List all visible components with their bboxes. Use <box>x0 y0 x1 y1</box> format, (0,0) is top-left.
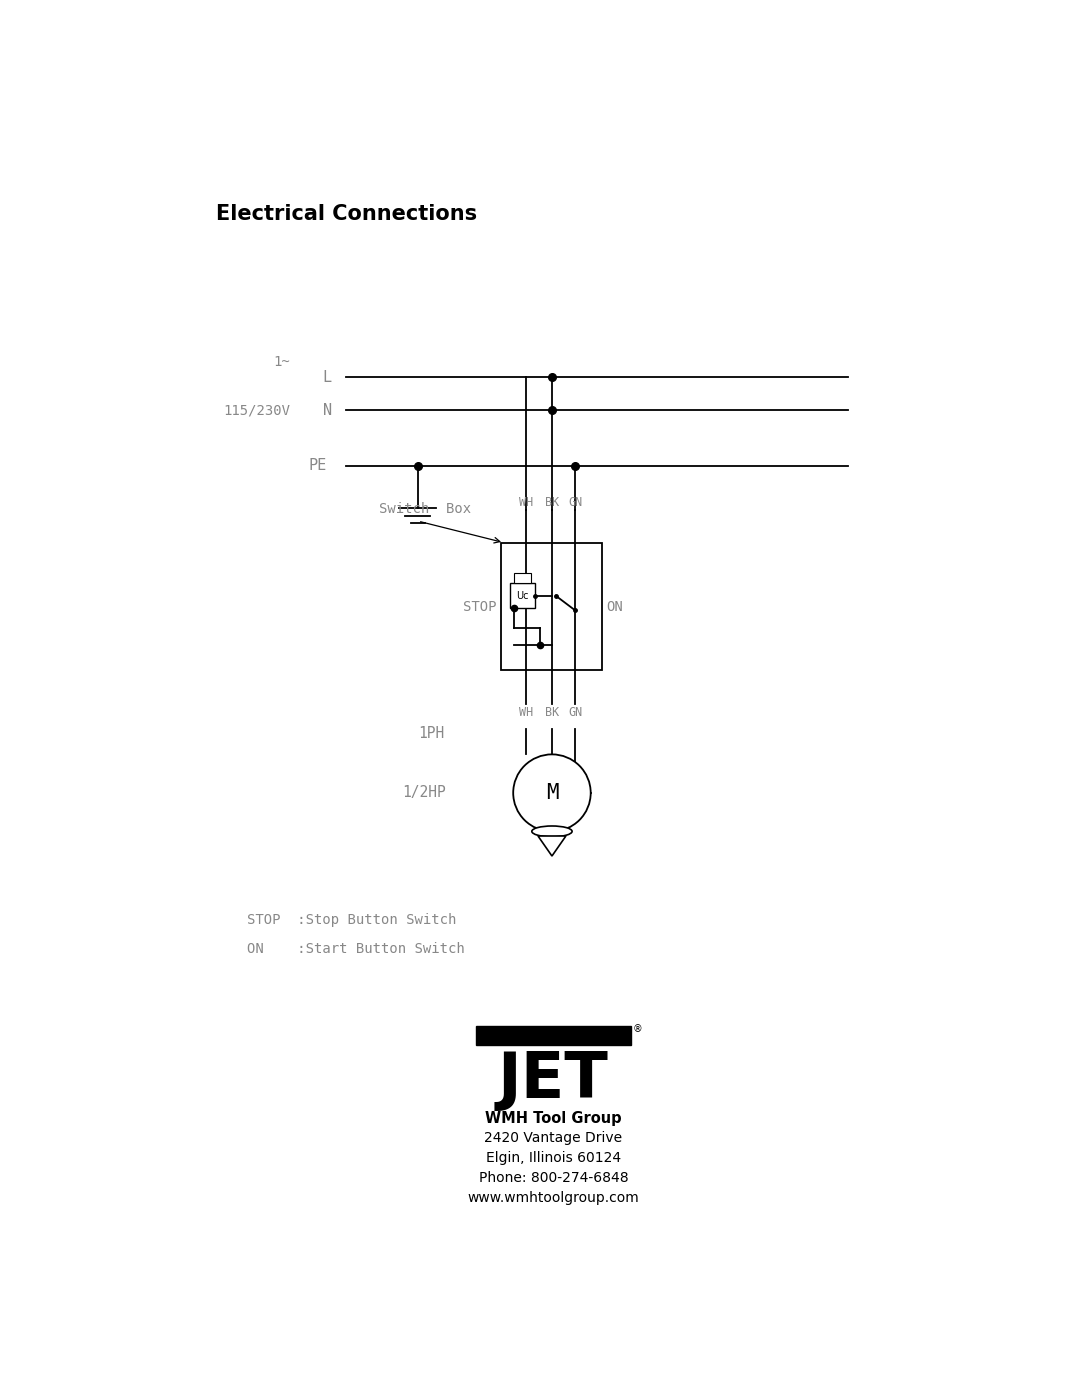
Text: Switch  Box: Switch Box <box>379 502 471 515</box>
Text: [: [ <box>501 591 511 616</box>
Text: M: M <box>545 782 558 803</box>
Text: 115/230V: 115/230V <box>222 404 291 418</box>
Bar <box>501 542 602 669</box>
Text: GN: GN <box>568 496 582 509</box>
Text: Phone: 800-274-6848: Phone: 800-274-6848 <box>478 1171 629 1185</box>
Text: BK: BK <box>544 496 559 509</box>
Text: BK: BK <box>544 705 559 719</box>
Ellipse shape <box>531 826 572 837</box>
Text: Elgin, Illinois 60124: Elgin, Illinois 60124 <box>486 1151 621 1165</box>
Text: ]: ] <box>590 591 599 616</box>
Text: L: L <box>323 370 332 384</box>
Bar <box>510 584 535 608</box>
Text: PE: PE <box>308 458 326 474</box>
Text: WH: WH <box>519 496 534 509</box>
Text: ON: ON <box>606 599 623 613</box>
Bar <box>476 1027 631 1045</box>
Text: Electrical Connections: Electrical Connections <box>216 204 477 224</box>
Text: STOP  :Stop Button Switch: STOP :Stop Button Switch <box>247 912 457 928</box>
Text: 2420 Vantage Drive: 2420 Vantage Drive <box>485 1132 622 1146</box>
Text: Uc: Uc <box>516 591 529 601</box>
Polygon shape <box>538 835 566 856</box>
Text: www.wmhtoolgroup.com: www.wmhtoolgroup.com <box>468 1192 639 1206</box>
Circle shape <box>513 754 591 831</box>
Text: ®: ® <box>633 1024 643 1034</box>
Text: STOP: STOP <box>462 599 496 613</box>
Text: JET: JET <box>498 1049 609 1111</box>
Text: 1~: 1~ <box>273 355 291 369</box>
Text: 1/2HP: 1/2HP <box>403 785 446 800</box>
Text: 1PH: 1PH <box>418 725 444 740</box>
Text: N: N <box>323 402 332 418</box>
Bar <box>514 573 531 584</box>
Text: WH: WH <box>519 705 534 719</box>
Text: ON    :Start Button Switch: ON :Start Button Switch <box>247 942 465 956</box>
Text: WMH Tool Group: WMH Tool Group <box>485 1111 622 1126</box>
Text: GN: GN <box>568 705 582 719</box>
